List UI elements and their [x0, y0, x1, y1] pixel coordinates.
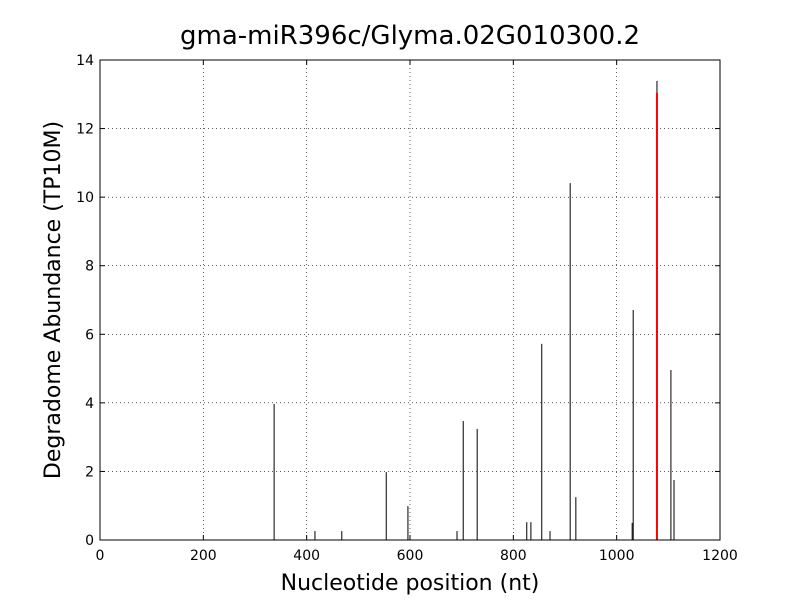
x-tick-label: 0	[96, 548, 105, 564]
x-tick-label: 600	[397, 548, 424, 564]
y-tick-label: 2	[85, 464, 94, 480]
plot-frame	[99, 59, 721, 541]
y-tick-label: 0	[85, 533, 94, 549]
y-tick-label: 6	[85, 327, 94, 343]
chart-title: gma-miR396c/Glyma.02G010300.2	[180, 21, 640, 51]
y-tick-label: 4	[85, 396, 94, 412]
y-tick-label: 10	[76, 190, 94, 206]
y-axis-label: Degradome Abundance (TP10M)	[41, 121, 66, 479]
y-tick-label: 14	[76, 53, 94, 69]
y-tick-label: 8	[85, 259, 94, 275]
x-tick-label: 200	[190, 548, 217, 564]
x-tick-label: 1000	[599, 548, 635, 564]
x-tick-label: 800	[500, 548, 527, 564]
x-tick-label: 1200	[702, 548, 738, 564]
y-tick-label: 12	[76, 122, 94, 138]
x-axis-label: Nucleotide position (nt)	[281, 571, 540, 596]
x-tick-label: 400	[293, 548, 320, 564]
